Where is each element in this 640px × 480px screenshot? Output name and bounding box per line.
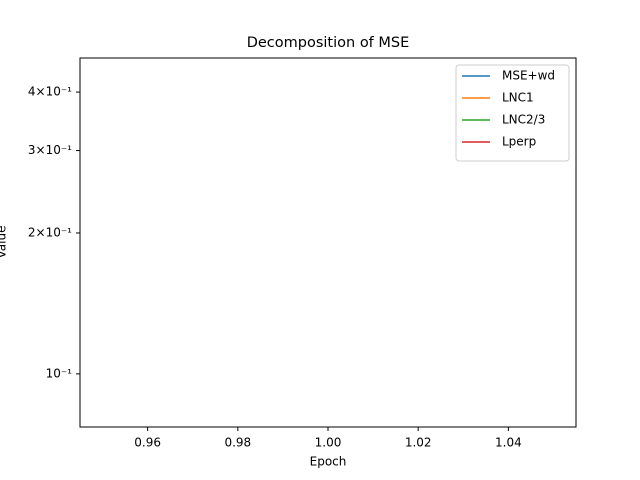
legend-label: MSE+wd — [502, 69, 555, 83]
x-tick-label: 0.96 — [134, 436, 161, 450]
y-tick-label: 2×10⁻¹ — [28, 225, 72, 239]
legend-label: LNC2/3 — [502, 113, 545, 127]
x-tick-label: 0.98 — [224, 436, 251, 450]
x-tick-label: 1.00 — [315, 436, 342, 450]
x-axis-label: Epoch — [310, 455, 347, 469]
chart-title: Decomposition of MSE — [247, 35, 410, 51]
x-tick-label: 1.04 — [495, 436, 522, 450]
legend-label: Lperp — [502, 135, 536, 149]
y-tick-label: 4×10⁻¹ — [28, 85, 72, 99]
y-tick-label: 3×10⁻¹ — [28, 143, 72, 157]
legend-box — [455, 64, 570, 162]
legend-label: LNC1 — [502, 91, 534, 105]
y-axis-label: Value — [0, 226, 9, 259]
x-tick-label: 1.02 — [405, 436, 432, 450]
y-tick-label: 10⁻¹ — [46, 366, 73, 380]
